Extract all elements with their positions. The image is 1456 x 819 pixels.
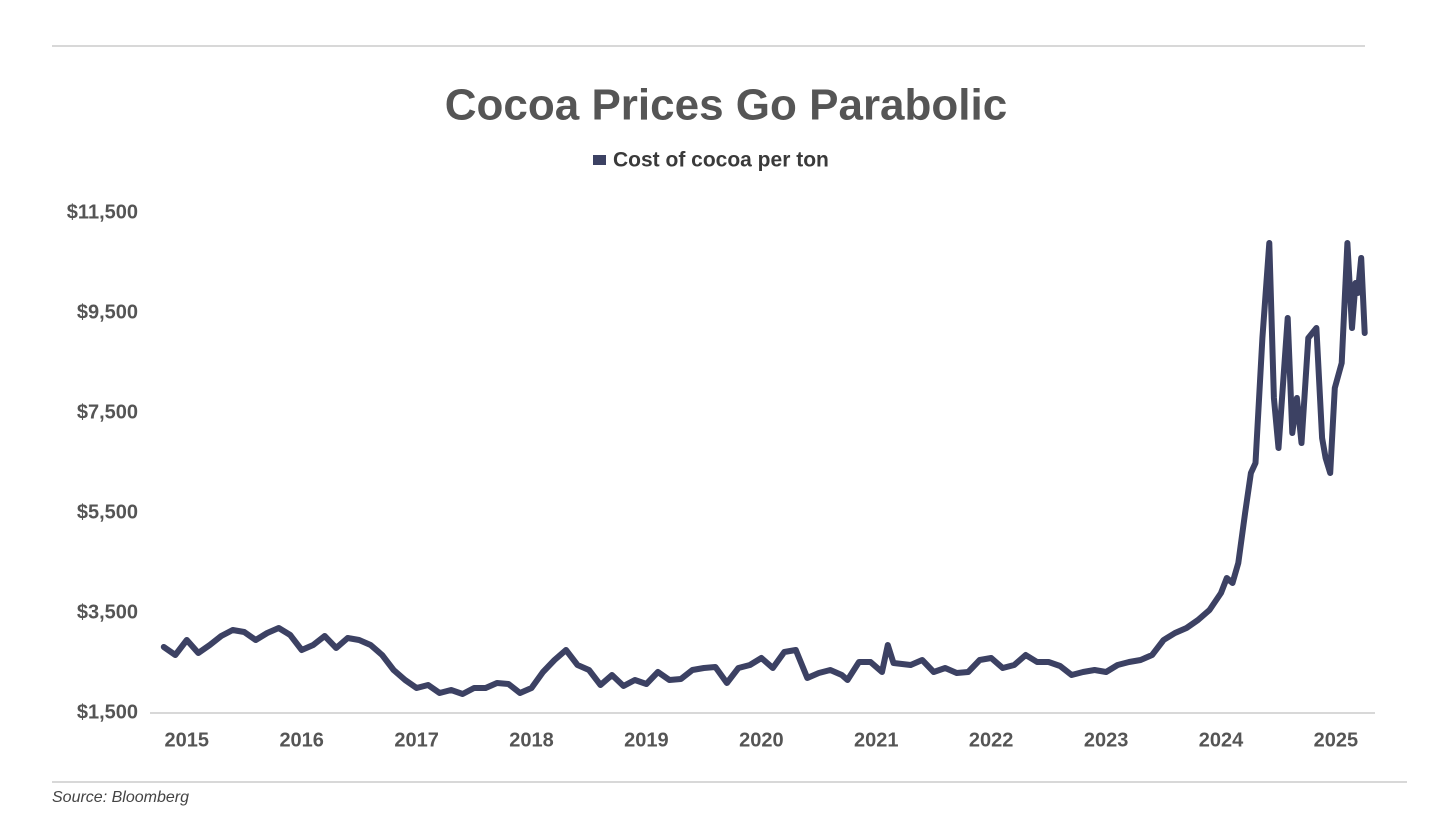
x-tick-label: 2023 [1084, 729, 1129, 751]
legend-swatch [593, 155, 606, 165]
x-tick-label: 2021 [854, 729, 899, 751]
y-tick-label: $7,500 [77, 401, 138, 423]
price-line [160, 240, 1368, 697]
y-tick-label: $3,500 [77, 601, 138, 623]
legend-label: Cost of cocoa per ton [613, 149, 829, 172]
x-tick-label: 2018 [509, 729, 554, 751]
y-tick-label: $11,500 [67, 201, 138, 223]
x-tick-label: 2022 [969, 729, 1014, 751]
y-tick-label: $5,500 [77, 501, 138, 523]
x-tick-label: 2019 [624, 729, 669, 751]
x-tick-label: 2020 [739, 729, 784, 751]
x-tick-label: 2015 [165, 729, 210, 751]
x-tick-label: 2017 [394, 729, 439, 751]
x-tick-label: 2025 [1314, 729, 1359, 751]
x-tick-label: 2016 [279, 729, 324, 751]
y-tick-label: $1,500 [77, 701, 138, 723]
y-tick-label: $9,500 [77, 301, 138, 323]
chart-title: Cocoa Prices Go Parabolic [445, 81, 1007, 130]
x-tick-label: 2024 [1199, 729, 1244, 751]
source: Source: Bloomberg [52, 789, 189, 806]
